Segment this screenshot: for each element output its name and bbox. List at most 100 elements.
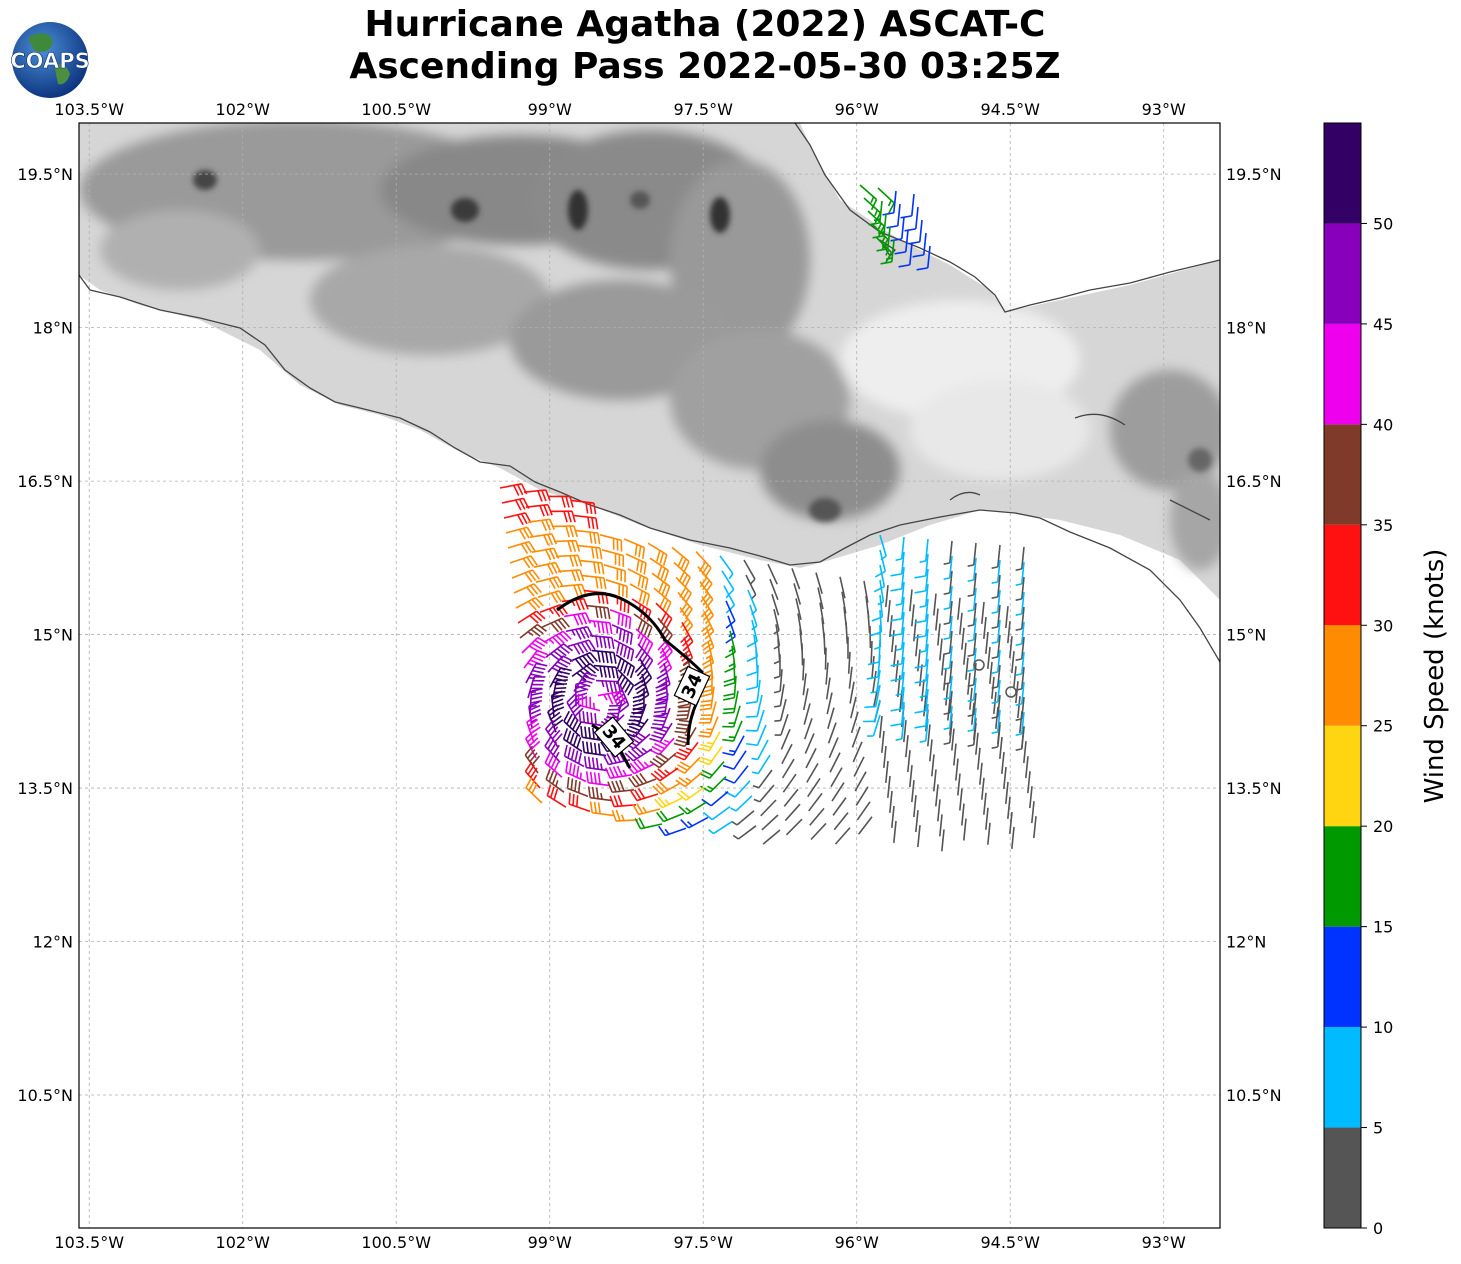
colorbar-label: Wind Speed (knots) (1420, 549, 1450, 804)
wind-barb (559, 583, 587, 597)
wind-barb (1023, 741, 1027, 764)
wind-barb (871, 223, 889, 250)
wind-barb (943, 720, 953, 746)
wind-barb (721, 570, 735, 599)
wind-barb (722, 690, 739, 715)
lon-label-bottom: 100.5°W (361, 1233, 431, 1252)
wind-barb (943, 570, 953, 596)
wind-barb (912, 232, 927, 258)
wind-barb (613, 639, 635, 662)
wind-barb (935, 608, 939, 631)
wind-barb (673, 561, 691, 588)
coastline (79, 123, 1220, 663)
wind-barb (578, 710, 603, 727)
latitude-labels-left: 19.5°N 18°N 16.5°N 15°N 13.5°N 12°N 10.5°N (17, 165, 73, 1105)
wind-barb (515, 596, 544, 611)
wind-barb (909, 765, 913, 788)
wind-barb (753, 784, 775, 803)
wind-barb (523, 489, 551, 502)
wind-barb (544, 735, 561, 763)
wind-barb (582, 741, 607, 757)
wind-barb (630, 788, 659, 802)
wind-barb (831, 782, 845, 802)
wind-barb (678, 801, 707, 815)
wind-barb (791, 568, 801, 590)
wind-barb (895, 716, 905, 742)
longitude-labels-bottom: 103.5°W 102°W 100.5°W 99°W 97.5°W 96°W 94.5°W 9… (54, 1233, 1186, 1252)
figure-title: Hurricane Agatha (2022) ASCAT-C Ascendin… (200, 4, 1210, 88)
lon-label-top: 96°W (835, 100, 879, 119)
wind-barb (533, 561, 562, 575)
wind-barb (914, 688, 929, 714)
wind-barb (943, 645, 953, 671)
wind-barb (909, 589, 913, 612)
wind-barb (1015, 726, 1025, 752)
wind-barb (919, 628, 929, 654)
wind-barb (562, 728, 583, 753)
wind-barb (885, 760, 889, 783)
wind-barb (599, 534, 623, 552)
wind-barb (855, 786, 869, 806)
wind-barb (967, 557, 977, 583)
wind-barb (975, 732, 979, 755)
wind-barb (951, 728, 955, 751)
wind-barb (889, 615, 893, 638)
wind-barb (698, 731, 721, 752)
wind-barb (698, 716, 719, 738)
wind-barb (881, 730, 885, 753)
wind-barb (629, 583, 651, 606)
colorbar-bin (1324, 725, 1361, 827)
wind-barb (1015, 606, 1025, 632)
wind-barb (647, 542, 668, 566)
wind-barb (698, 746, 723, 766)
wind-barb (803, 718, 813, 740)
wind-barb (895, 626, 905, 652)
wind-barb (805, 748, 817, 769)
wind-barbs (499, 184, 1037, 852)
colorbar-bin (1324, 424, 1361, 525)
wind-barb (943, 615, 953, 641)
colorbar-bin (1324, 1027, 1361, 1128)
wind-barb (911, 604, 915, 627)
wind-barb (521, 636, 548, 654)
wind-barb (867, 210, 885, 237)
wind-barb (967, 602, 977, 628)
wind-barb (1015, 621, 1025, 647)
wind-barb (804, 733, 815, 754)
wind-barb (793, 583, 802, 605)
wind-barb (826, 692, 833, 715)
lat-label-left: 10.5°N (17, 1086, 73, 1105)
wind-barb (722, 750, 747, 770)
wind-barb (914, 643, 929, 669)
wind-barb (773, 669, 783, 694)
lon-label-top: 97.5°W (673, 100, 733, 119)
wind-barb (633, 613, 653, 638)
wind-barb (624, 746, 653, 762)
colorbar-bin (1324, 524, 1361, 626)
wind-barb (825, 677, 831, 700)
wind-barb (941, 829, 945, 852)
wind-barb (890, 641, 905, 667)
wind-barb (967, 587, 977, 613)
wind-barb (1015, 636, 1025, 662)
wind-barb (545, 643, 574, 662)
wind-barb (889, 790, 893, 813)
wind-barb (1015, 651, 1025, 677)
wind-barb (767, 563, 778, 585)
wind-barb (529, 532, 558, 546)
wind-barb (882, 190, 897, 216)
wind-barb (781, 758, 795, 779)
wind-barb (890, 701, 905, 727)
wind-barb (957, 597, 961, 620)
wind-barb (825, 662, 829, 685)
lon-label-bottom: 99°W (528, 1233, 572, 1252)
wind-barb (611, 809, 639, 822)
wind-barb (1015, 681, 1025, 707)
wind-barb (802, 658, 805, 681)
wind-barb (903, 720, 907, 743)
wind-barb (785, 818, 803, 836)
wind-barb (656, 810, 685, 823)
wind-barb (999, 736, 1003, 759)
wind-barb (808, 792, 823, 812)
terrain-layer (79, 123, 1220, 600)
